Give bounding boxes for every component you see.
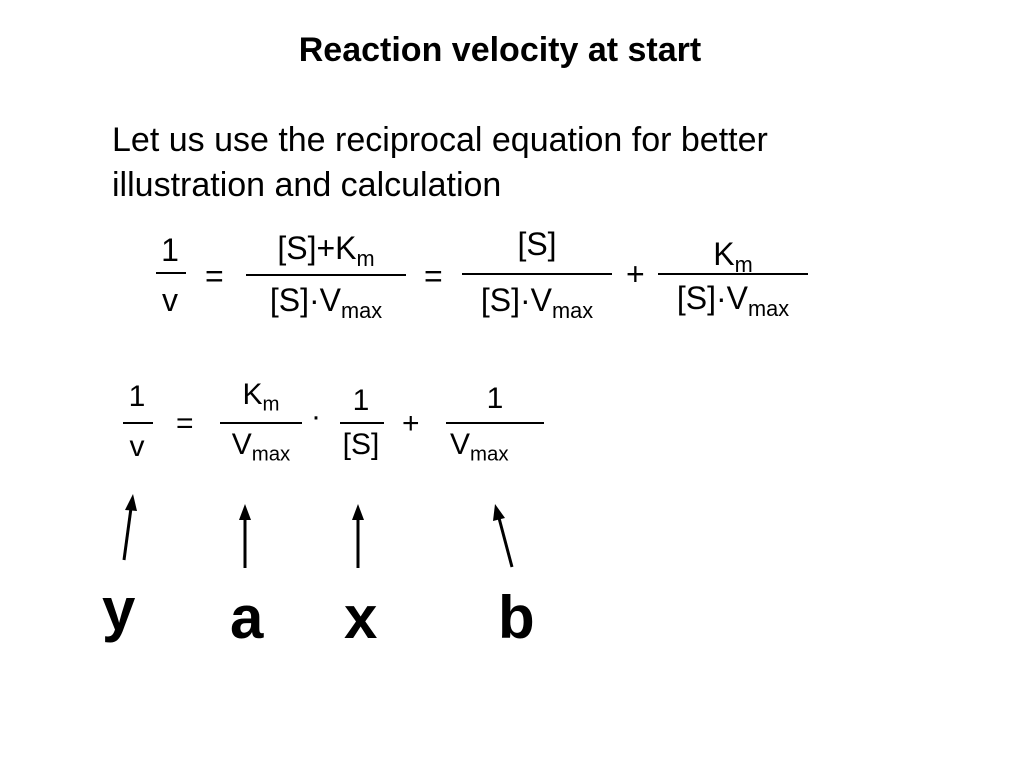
eq1-frac1-numerator: [S]+Km [277, 230, 375, 271]
eq2-b-bar [446, 422, 544, 424]
intro-text: Let us use the reciprocal equation for b… [112, 121, 768, 204]
label-y: y [102, 576, 136, 643]
eq1-frac2-bar [462, 273, 612, 275]
arrow-up-icon-a [239, 504, 251, 568]
eq1-lhs-denominator: v [162, 282, 178, 318]
eq2-equals: = [176, 407, 194, 440]
eq2-multiply-dot: · [311, 400, 321, 433]
eq1-frac3-numerator: Km [713, 236, 753, 277]
eq2-lhs-numerator: 1 [128, 380, 146, 413]
label-a: a [230, 584, 264, 651]
label-x: x [344, 584, 378, 651]
label-b: b [498, 584, 535, 651]
eq1-frac2-numerator: [S] [517, 226, 557, 262]
eq2-b-denominator: Vmax [450, 428, 509, 466]
eq1-frac1-denominator: [S]·Vmax [269, 282, 383, 323]
eq1-frac3-bar [658, 273, 808, 275]
eq1-frac2-denominator: [S]·Vmax [480, 282, 594, 323]
eq2-lhs-denominator: v [129, 430, 145, 463]
eq1-lhs-fraction-bar [156, 272, 186, 274]
arrow-up-icon-y [122, 494, 137, 561]
eq2-lhs-fraction-bar [123, 422, 153, 424]
eq2-a-bar [220, 422, 302, 424]
eq1-lhs-numerator: 1 [161, 232, 179, 268]
eq2-a-numerator: Km [242, 378, 280, 416]
eq2-b-numerator: 1 [486, 382, 504, 415]
eq1-frac1-bar [246, 274, 406, 276]
eq2-a-denominator: Vmax [231, 428, 291, 466]
eq1-plus: + [626, 256, 645, 292]
arrow-up-icon-b [493, 504, 514, 568]
eq2-x-numerator: 1 [352, 384, 370, 417]
eq2-x-bar [340, 422, 384, 424]
eq1-equals-2: = [424, 258, 443, 294]
eq1-equals-1: = [205, 258, 224, 294]
eq1-frac3-denominator: [S]·Vmax [676, 280, 790, 321]
slide-title: Reaction velocity at start [298, 31, 702, 69]
eq2-x-denominator: [S] [342, 428, 380, 461]
arrow-up-icon-x [352, 504, 364, 568]
eq2-plus: + [402, 407, 420, 440]
